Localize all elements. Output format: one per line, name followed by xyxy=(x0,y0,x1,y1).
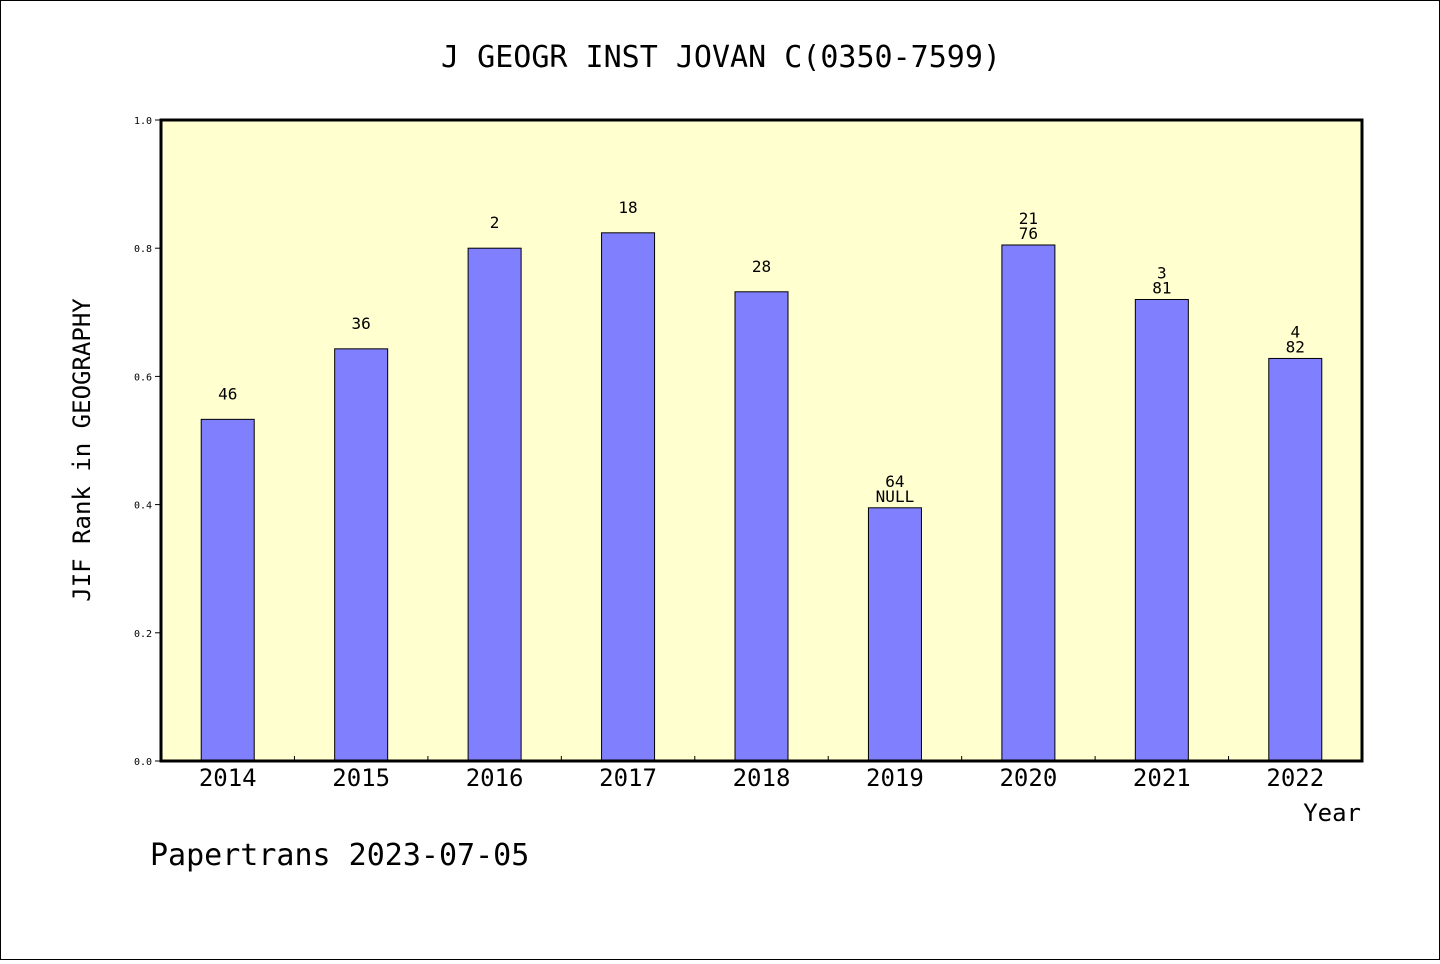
chart-title: J GEOGR INST JOVAN C(0350-7599) xyxy=(441,40,1001,75)
y-axis-ticks: 0.0 0.2 0.4 0.6 0.8 1.0 xyxy=(134,116,161,768)
y-tick-label: 0.8 xyxy=(134,244,152,255)
x-tick-label: 2021 xyxy=(1133,764,1191,792)
bar-2017 xyxy=(601,232,656,762)
y-tick-label: 0.2 xyxy=(134,629,152,640)
bar-2022 xyxy=(1268,357,1323,762)
bar-label-top: 21 xyxy=(1019,209,1038,228)
bar-2021 xyxy=(1134,298,1189,762)
footer-text: Papertrans 2023-07-05 xyxy=(150,838,529,873)
bar-label: 28 xyxy=(752,257,771,276)
y-axis-label: JIF Rank in GEOGRAPHY xyxy=(68,298,96,602)
bar-label: 2 xyxy=(490,213,500,232)
bar-2020 xyxy=(1001,244,1056,762)
x-axis-label: Year xyxy=(1303,799,1361,827)
x-tick-label: 2015 xyxy=(332,764,390,792)
bar-2015 xyxy=(334,348,389,762)
bar-2019 xyxy=(867,507,922,762)
bar-2018 xyxy=(734,291,789,762)
bar-2014 xyxy=(200,418,255,762)
x-tick-label: 2014 xyxy=(199,764,257,792)
bar-label-top: 64 xyxy=(885,472,904,491)
bar-label-bottom: 81 xyxy=(1152,278,1171,297)
x-tick-label: 2017 xyxy=(599,764,657,792)
y-tick-label: 0.4 xyxy=(134,501,152,512)
y-tick-label: 0.0 xyxy=(134,757,152,768)
bar-label-bottom: NULL xyxy=(876,487,915,506)
y-tick-label: 1.0 xyxy=(134,116,152,127)
x-axis-ticks: 2014 2015 2016 2017 2018 2019 2020 2021 2022 xyxy=(199,756,1324,792)
bar-label-top: 4 xyxy=(1290,322,1300,341)
bar-label-top: 3 xyxy=(1157,263,1167,282)
bar-label-bottom: 76 xyxy=(1019,224,1038,243)
x-tick-label: 2022 xyxy=(1266,764,1324,792)
bar-2016 xyxy=(467,247,522,762)
bar-label: 18 xyxy=(618,198,637,217)
bar-label: 46 xyxy=(218,384,237,403)
bar-label: 36 xyxy=(352,314,371,333)
x-tick-label: 2018 xyxy=(733,764,791,792)
x-tick-label: 2020 xyxy=(999,764,1057,792)
plot-border xyxy=(159,118,1364,763)
y-tick-label: 0.6 xyxy=(134,372,152,383)
bar-label-bottom: 82 xyxy=(1286,337,1305,356)
x-tick-label: 2019 xyxy=(866,764,924,792)
x-tick-label: 2016 xyxy=(466,764,524,792)
